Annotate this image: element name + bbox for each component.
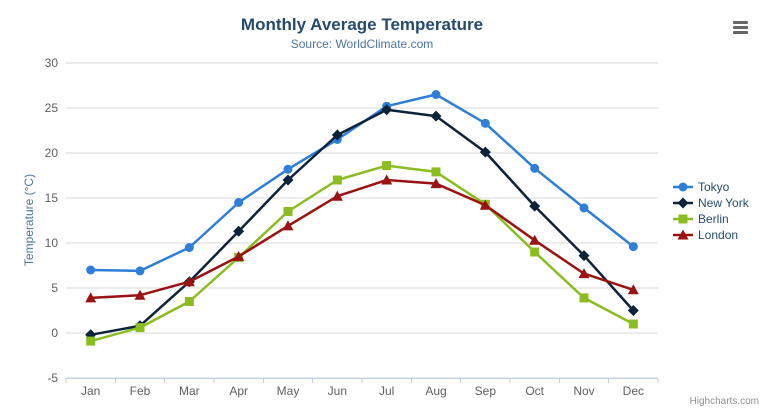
y-tick-label: -5 bbox=[47, 371, 58, 385]
data-point[interactable] bbox=[183, 276, 195, 287]
y-tick-label: 20 bbox=[45, 146, 59, 160]
series-line bbox=[90, 93, 635, 273]
legend-marker-square-icon bbox=[673, 214, 693, 224]
data-point[interactable] bbox=[479, 199, 491, 210]
data-point[interactable] bbox=[135, 323, 145, 333]
data-point[interactable] bbox=[430, 178, 442, 189]
data-point bbox=[677, 229, 689, 240]
hamburger-bar bbox=[733, 26, 748, 29]
y-tick-label: 0 bbox=[51, 326, 58, 340]
data-point[interactable] bbox=[283, 164, 293, 174]
series-line bbox=[90, 178, 634, 300]
data-point[interactable] bbox=[283, 207, 293, 216]
series-new-york[interactable] bbox=[85, 104, 639, 341]
legend-item-berlin[interactable]: Berlin bbox=[673, 211, 749, 227]
x-tick-label: Dec bbox=[623, 384, 644, 398]
hamburger-icon[interactable] bbox=[729, 17, 752, 38]
legend-item-new-york[interactable]: New York bbox=[673, 195, 749, 211]
data-point[interactable] bbox=[381, 104, 393, 116]
data-point[interactable] bbox=[628, 242, 638, 252]
data-point[interactable] bbox=[431, 167, 441, 177]
data-point[interactable] bbox=[234, 198, 244, 207]
x-tick-label: Oct bbox=[525, 384, 544, 398]
credits-link[interactable]: Highcharts.com bbox=[689, 396, 759, 407]
data-point[interactable] bbox=[381, 174, 393, 185]
legend-marker-triangle-icon bbox=[673, 229, 693, 240]
data-point[interactable] bbox=[184, 297, 194, 306]
data-point[interactable] bbox=[282, 174, 294, 186]
x-tick-label: Jun bbox=[328, 384, 347, 398]
data-point[interactable] bbox=[529, 200, 541, 212]
legend-item-tokyo[interactable]: Tokyo bbox=[673, 179, 749, 195]
chart-subtitle: Source: WorldClimate.com bbox=[290, 37, 434, 51]
data-point[interactable] bbox=[331, 190, 343, 201]
data-point[interactable] bbox=[331, 129, 343, 141]
y-tick-label: 30 bbox=[45, 56, 59, 70]
data-point[interactable] bbox=[184, 243, 194, 252]
data-point[interactable] bbox=[530, 247, 540, 257]
data-point[interactable] bbox=[430, 110, 442, 122]
y-axis-tick-labels: -5 0 5 10 15 20 25 30 bbox=[45, 56, 59, 385]
data-point[interactable] bbox=[530, 163, 540, 173]
data-point[interactable] bbox=[85, 292, 97, 303]
x-tick-label: Sep bbox=[475, 384, 497, 398]
legend-item-london[interactable]: London bbox=[673, 227, 749, 243]
data-point[interactable] bbox=[578, 268, 590, 279]
series-line bbox=[90, 164, 634, 343]
y-tick-label: 5 bbox=[51, 281, 58, 295]
data-point[interactable] bbox=[627, 305, 639, 316]
data-point[interactable] bbox=[233, 225, 245, 237]
data-point[interactable] bbox=[382, 161, 392, 171]
x-tick-label: Aug bbox=[425, 384, 446, 398]
data-point[interactable] bbox=[627, 284, 639, 295]
data-point bbox=[677, 197, 689, 209]
data-point[interactable] bbox=[579, 203, 589, 213]
x-tick-label: May bbox=[277, 384, 300, 398]
legend-label: Tokyo bbox=[698, 180, 730, 194]
data-point[interactable] bbox=[332, 175, 342, 185]
data-point[interactable] bbox=[135, 266, 145, 276]
y-tick-label: 25 bbox=[45, 101, 59, 115]
series-london[interactable] bbox=[85, 174, 639, 303]
data-point[interactable] bbox=[134, 289, 146, 300]
legend-label: London bbox=[698, 228, 739, 242]
data-point bbox=[678, 214, 688, 224]
data-point[interactable] bbox=[86, 336, 96, 346]
data-point[interactable] bbox=[529, 234, 541, 245]
data-point[interactable] bbox=[431, 90, 441, 99]
x-tick-label: Jul bbox=[379, 384, 394, 398]
y-axis-title: Temperature (°C) bbox=[22, 173, 36, 267]
series-line bbox=[90, 108, 635, 337]
data-point[interactable] bbox=[628, 319, 638, 329]
data-point[interactable] bbox=[480, 118, 490, 128]
legend-label: New York bbox=[698, 196, 749, 210]
data-point bbox=[678, 182, 688, 192]
legend-label: Berlin bbox=[698, 212, 729, 226]
y-tick-label: 15 bbox=[45, 191, 59, 205]
x-tick-label: Mar bbox=[179, 384, 200, 398]
y-tick-label: 10 bbox=[45, 236, 59, 250]
data-point[interactable] bbox=[86, 265, 96, 275]
hamburger-bar bbox=[733, 21, 748, 24]
chart-title: Monthly Average Temperature bbox=[240, 15, 484, 34]
data-point[interactable] bbox=[282, 220, 294, 231]
data-point[interactable] bbox=[578, 250, 590, 262]
data-point[interactable] bbox=[233, 251, 245, 261]
x-tick-label: Feb bbox=[130, 384, 151, 398]
x-tick-label: Jan bbox=[81, 384, 100, 398]
x-tick-label: Apr bbox=[229, 384, 248, 398]
hamburger-bar bbox=[733, 31, 748, 34]
x-axis: Jan Feb Mar Apr May Jun Jul Aug Sep Oct Nov Dec bbox=[65, 378, 659, 398]
x-tick-label: Nov bbox=[573, 384, 594, 398]
data-point[interactable] bbox=[479, 146, 491, 158]
data-point[interactable] bbox=[579, 293, 589, 303]
series-tokyo[interactable] bbox=[86, 90, 638, 276]
legend: Tokyo New York Berlin London bbox=[673, 179, 749, 243]
legend-marker-diamond-icon bbox=[673, 197, 693, 209]
gridlines bbox=[66, 62, 658, 379]
legend-marker-circle-icon bbox=[673, 182, 693, 192]
